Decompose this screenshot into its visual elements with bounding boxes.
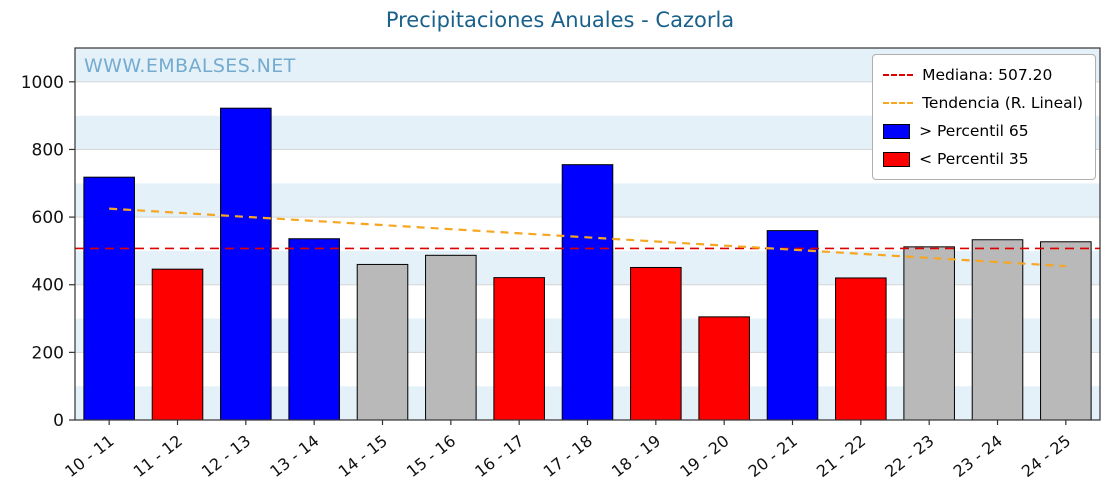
- trend-line-sample: [883, 102, 914, 104]
- y-tick-label: 0: [53, 411, 64, 431]
- legend: Mediana: 507.20 Tendencia (R. Lineal) > …: [872, 54, 1096, 180]
- bar-18-19: [630, 266, 682, 421]
- legend-item-p35: < Percentil 35: [883, 147, 1083, 171]
- y-tick-label: 200: [32, 343, 64, 363]
- bar-23-24: [971, 239, 1024, 421]
- x-tick-label: 21 - 22: [813, 431, 869, 481]
- trend-line: [109, 207, 1066, 268]
- chart-title: Precipitaciones Anuales - Cazorla: [385, 8, 735, 32]
- x-tick-label: 17 - 18: [540, 431, 596, 481]
- bar-13-14: [288, 238, 340, 421]
- bar-15-16: [425, 254, 477, 421]
- legend-item-p65: > Percentil 65: [883, 119, 1083, 143]
- bar-17-18: [561, 164, 614, 421]
- watermark-text: WWW.EMBALSES.NET: [84, 55, 296, 77]
- y-tick-label: 1000: [21, 73, 64, 93]
- y-tick-label: 400: [32, 276, 64, 296]
- bar-11-12: [151, 268, 204, 421]
- x-tick-label: 19 - 20: [676, 431, 732, 481]
- legend-median-label: Mediana: 507.20: [922, 66, 1053, 84]
- percentil65-swatch: [883, 123, 911, 139]
- x-tick-label: 16 - 17: [471, 431, 527, 481]
- bar-14-15: [356, 263, 409, 421]
- legend-item-trend: Tendencia (R. Lineal): [883, 91, 1083, 115]
- bar-19-20: [698, 316, 750, 421]
- x-tick-label: 12 - 13: [198, 431, 254, 481]
- legend-item-median: Mediana: 507.20: [883, 63, 1083, 87]
- median-line-sample: [883, 74, 914, 76]
- bar-24-25: [1040, 241, 1092, 421]
- legend-trend-label: Tendencia (R. Lineal): [922, 94, 1083, 112]
- legend-p35-label: < Percentil 35: [919, 150, 1029, 168]
- x-tick-label: 22 - 23: [881, 431, 937, 481]
- x-tick-label: 18 - 19: [608, 431, 664, 481]
- y-tick-label: 800: [32, 140, 64, 160]
- percentil35-swatch: [883, 151, 911, 167]
- bar-10-11: [83, 176, 135, 421]
- x-tick-label: 10 - 11: [61, 431, 117, 481]
- x-tick-label: 15 - 16: [403, 431, 459, 481]
- x-tick-label: 11 - 12: [130, 431, 186, 481]
- bar-20-21: [766, 230, 819, 421]
- y-tick-label: 600: [32, 208, 64, 228]
- x-tick-label: 20 - 21: [745, 431, 801, 481]
- bar-21-22: [835, 277, 887, 421]
- x-tick-label: 13 - 14: [266, 431, 322, 481]
- bar-12-13: [220, 107, 272, 421]
- bar-16-17: [493, 277, 545, 421]
- x-tick-label: 14 - 15: [335, 431, 391, 481]
- bar-22-23: [903, 246, 955, 421]
- legend-p65-label: > Percentil 65: [919, 122, 1029, 140]
- x-tick-label: 23 - 24: [950, 431, 1006, 481]
- x-tick-label: 24 - 25: [1018, 431, 1074, 481]
